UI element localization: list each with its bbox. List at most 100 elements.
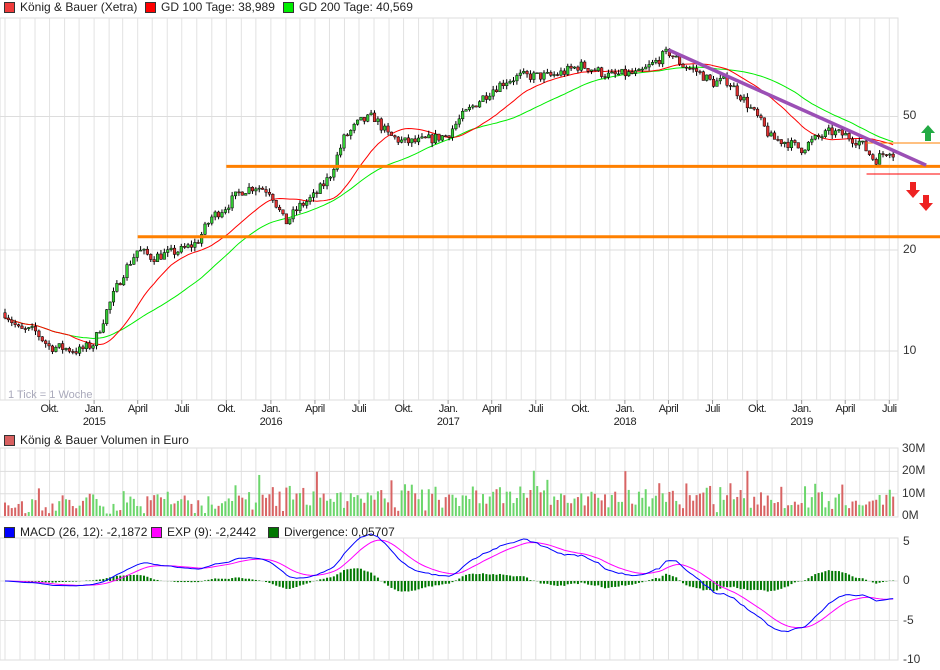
candle bbox=[98, 331, 102, 334]
candle bbox=[749, 107, 753, 109]
volume-bar bbox=[892, 496, 895, 516]
volume-bar bbox=[112, 503, 115, 516]
volume-axis-label: 30M bbox=[902, 441, 926, 456]
candle bbox=[756, 108, 760, 116]
divergence-bar bbox=[339, 572, 342, 581]
x-axis-month-label: Juli bbox=[882, 403, 897, 415]
candle bbox=[457, 118, 461, 125]
candle bbox=[54, 346, 58, 352]
volume-bar bbox=[434, 486, 437, 516]
divergence-bar bbox=[658, 578, 661, 581]
divergence-bar bbox=[675, 577, 678, 581]
divergence-bar bbox=[271, 581, 274, 585]
candle bbox=[617, 73, 621, 76]
candle bbox=[298, 202, 302, 212]
x-axis-month-label: April bbox=[305, 403, 325, 415]
candle bbox=[579, 61, 583, 71]
divergence-bar bbox=[265, 581, 268, 583]
candle bbox=[844, 133, 848, 136]
divergence-bar bbox=[475, 574, 478, 581]
divergence-bar bbox=[865, 579, 868, 581]
candle bbox=[664, 48, 668, 52]
volume-bar bbox=[515, 497, 518, 516]
candle bbox=[233, 191, 238, 197]
divergence-bar bbox=[820, 572, 823, 581]
volume-bar bbox=[24, 513, 27, 516]
volume-bar bbox=[92, 494, 95, 516]
divergence-bar bbox=[671, 576, 674, 581]
volume-bar bbox=[298, 493, 301, 516]
volume-bar bbox=[739, 490, 742, 516]
legend-volume-swatch bbox=[4, 434, 15, 446]
volume-axis-label: 0M bbox=[902, 508, 919, 522]
candle bbox=[511, 80, 516, 83]
candle bbox=[786, 141, 790, 148]
candle bbox=[586, 68, 590, 72]
candle bbox=[420, 136, 424, 139]
volume-bar bbox=[146, 496, 149, 516]
volume-bar bbox=[824, 507, 827, 516]
volume-bar bbox=[600, 500, 603, 516]
candle bbox=[433, 133, 438, 144]
candle bbox=[878, 153, 882, 165]
candle bbox=[393, 135, 397, 138]
candle bbox=[522, 71, 526, 74]
volume-bar bbox=[546, 479, 549, 516]
candle bbox=[305, 201, 309, 206]
volume-bar bbox=[51, 503, 54, 516]
divergence-bar bbox=[563, 581, 566, 586]
volume-bar bbox=[346, 501, 349, 516]
candle bbox=[81, 346, 85, 350]
candle bbox=[6, 317, 10, 321]
candle bbox=[830, 127, 834, 136]
candle bbox=[708, 74, 712, 80]
divergence-bar bbox=[722, 581, 725, 587]
legend-exp: EXP (9): -2,2442 bbox=[151, 525, 256, 539]
volume-bar bbox=[288, 485, 291, 516]
candle bbox=[240, 191, 244, 196]
candle bbox=[30, 326, 34, 328]
candle bbox=[627, 71, 631, 77]
volume-bar bbox=[265, 497, 268, 516]
candle bbox=[128, 264, 132, 266]
volume-bar bbox=[502, 503, 505, 516]
macd-axis-label: 5 bbox=[903, 533, 910, 548]
legend-divergence-label: Divergence: 0,05707 bbox=[284, 525, 395, 539]
candle bbox=[172, 247, 177, 255]
candle bbox=[474, 105, 478, 108]
divergence-bar bbox=[370, 572, 373, 581]
candle bbox=[488, 95, 492, 100]
volume-bar bbox=[132, 498, 135, 516]
candle bbox=[508, 80, 512, 84]
divergence-bar bbox=[614, 581, 617, 587]
volume-bar bbox=[563, 495, 566, 516]
divergence-bar bbox=[451, 581, 454, 583]
candle bbox=[572, 66, 577, 69]
volume-bar bbox=[790, 505, 793, 516]
divergence-bar bbox=[682, 581, 684, 584]
divergence-bar bbox=[515, 576, 518, 581]
candle bbox=[793, 140, 797, 143]
divergence-bar bbox=[519, 576, 522, 581]
divergence-bar bbox=[404, 581, 407, 592]
candle bbox=[328, 176, 332, 179]
divergence-bar bbox=[580, 581, 583, 583]
candle bbox=[810, 138, 814, 143]
volume-bar bbox=[244, 499, 247, 516]
legend-price: König & Bauer (Xetra) bbox=[4, 0, 137, 14]
volume-bar bbox=[573, 498, 576, 516]
volume-bar bbox=[81, 500, 84, 516]
divergence-bar bbox=[366, 571, 369, 581]
volume-bar bbox=[675, 500, 678, 516]
divergence-bar bbox=[183, 581, 186, 583]
volume-bar bbox=[404, 484, 407, 516]
legend-price-label: König & Bauer (Xetra) bbox=[20, 0, 138, 14]
volume-bar bbox=[210, 504, 213, 516]
candle bbox=[539, 72, 543, 80]
divergence-bar bbox=[448, 581, 451, 584]
volume-bar bbox=[329, 498, 332, 516]
candle bbox=[325, 177, 329, 187]
candle bbox=[728, 85, 733, 87]
divergence-bar bbox=[848, 574, 851, 581]
candle bbox=[715, 80, 719, 87]
